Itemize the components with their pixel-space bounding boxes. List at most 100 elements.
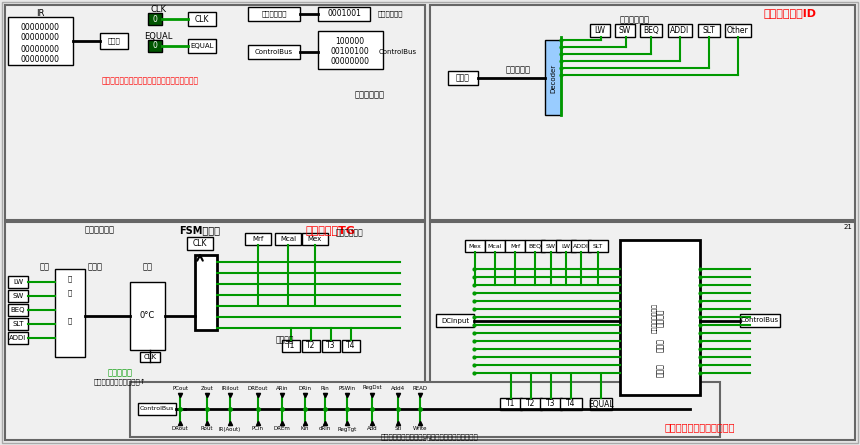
FancyBboxPatch shape bbox=[130, 282, 165, 350]
Text: ControlBus: ControlBus bbox=[255, 49, 293, 55]
Text: Mrf: Mrf bbox=[510, 243, 520, 248]
FancyBboxPatch shape bbox=[302, 233, 328, 245]
FancyBboxPatch shape bbox=[8, 276, 28, 288]
Text: Mcal: Mcal bbox=[280, 236, 296, 242]
Text: 21: 21 bbox=[844, 224, 852, 230]
Text: Mex: Mex bbox=[469, 243, 482, 248]
Text: 如发现控制信号有错可以后续查看具体哪位信号出错: 如发现控制信号有错可以后续查看具体哪位信号出错 bbox=[381, 434, 479, 440]
Text: BEQ: BEQ bbox=[11, 307, 25, 313]
Text: 100000: 100000 bbox=[335, 37, 365, 46]
Text: 硬布线控制器组合逻辑单元: 硬布线控制器组合逻辑单元 bbox=[665, 422, 735, 432]
Text: EQUAL: EQUAL bbox=[190, 43, 214, 49]
Text: Write: Write bbox=[413, 426, 427, 432]
Text: RegDst: RegDst bbox=[362, 385, 382, 391]
Text: Sti: Sti bbox=[395, 426, 402, 432]
FancyBboxPatch shape bbox=[615, 24, 635, 37]
Text: DCInput: DCInput bbox=[441, 317, 469, 324]
Text: 控制器: 控制器 bbox=[655, 338, 665, 352]
FancyBboxPatch shape bbox=[8, 290, 28, 302]
FancyBboxPatch shape bbox=[436, 314, 474, 327]
FancyBboxPatch shape bbox=[318, 7, 370, 21]
Text: Rout: Rout bbox=[200, 426, 213, 432]
FancyBboxPatch shape bbox=[188, 12, 216, 26]
FancyBboxPatch shape bbox=[698, 24, 720, 37]
FancyBboxPatch shape bbox=[590, 24, 610, 37]
Text: EQUAL: EQUAL bbox=[588, 400, 614, 409]
Text: CLK: CLK bbox=[193, 239, 207, 248]
Text: LW: LW bbox=[13, 279, 23, 285]
Text: DREm: DREm bbox=[273, 426, 291, 432]
FancyBboxPatch shape bbox=[525, 240, 545, 252]
Text: Add: Add bbox=[366, 426, 378, 432]
Text: 00000000: 00000000 bbox=[330, 57, 370, 66]
Text: 输入输出引脚: 输入输出引脚 bbox=[355, 90, 385, 100]
Text: 态: 态 bbox=[68, 290, 72, 296]
FancyBboxPatch shape bbox=[275, 233, 301, 245]
Text: 状态节拍信号: 状态节拍信号 bbox=[378, 11, 402, 17]
Text: Add4: Add4 bbox=[391, 385, 405, 391]
FancyBboxPatch shape bbox=[248, 7, 300, 21]
Text: PCin: PCin bbox=[252, 426, 264, 432]
FancyBboxPatch shape bbox=[668, 24, 692, 37]
Text: RegTgt: RegTgt bbox=[337, 426, 357, 432]
FancyBboxPatch shape bbox=[8, 318, 28, 330]
FancyBboxPatch shape bbox=[556, 240, 576, 252]
FancyBboxPatch shape bbox=[8, 17, 73, 65]
Text: DRout: DRout bbox=[172, 426, 188, 432]
Text: 机: 机 bbox=[68, 318, 72, 324]
Text: DRin: DRin bbox=[298, 385, 311, 391]
FancyBboxPatch shape bbox=[55, 269, 85, 357]
Text: 组合逻辑: 组合逻辑 bbox=[655, 309, 665, 327]
Text: EQUAL: EQUAL bbox=[144, 32, 172, 41]
Text: IR(Aout): IR(Aout) bbox=[219, 426, 241, 432]
Text: PCout: PCout bbox=[172, 385, 188, 391]
FancyBboxPatch shape bbox=[571, 240, 591, 252]
FancyBboxPatch shape bbox=[342, 340, 360, 352]
Text: 硬布线: 硬布线 bbox=[655, 363, 665, 377]
Text: 00000000: 00000000 bbox=[21, 23, 59, 32]
FancyBboxPatch shape bbox=[248, 45, 300, 59]
FancyBboxPatch shape bbox=[520, 398, 542, 410]
Text: T1: T1 bbox=[507, 400, 516, 409]
FancyBboxPatch shape bbox=[540, 398, 562, 410]
Text: IRiIout: IRiIout bbox=[221, 385, 239, 391]
Text: Kin: Kin bbox=[301, 426, 310, 432]
FancyBboxPatch shape bbox=[465, 240, 485, 252]
Text: SLT: SLT bbox=[12, 321, 24, 327]
Text: ARin: ARin bbox=[276, 385, 288, 391]
FancyBboxPatch shape bbox=[188, 39, 216, 53]
Text: CLK: CLK bbox=[150, 4, 166, 13]
FancyBboxPatch shape bbox=[140, 352, 160, 362]
FancyBboxPatch shape bbox=[505, 240, 525, 252]
FancyBboxPatch shape bbox=[282, 340, 300, 352]
FancyBboxPatch shape bbox=[322, 340, 340, 352]
Text: 0001001: 0001001 bbox=[327, 9, 361, 19]
Text: 时序发生器TG: 时序发生器TG bbox=[305, 225, 355, 235]
Text: T3: T3 bbox=[326, 341, 335, 351]
FancyBboxPatch shape bbox=[485, 240, 505, 252]
Text: 指令译码逻辑ID: 指令译码逻辑ID bbox=[764, 8, 816, 18]
Text: BEQ: BEQ bbox=[643, 26, 659, 35]
Text: Mex: Mex bbox=[308, 236, 322, 242]
Text: 状态节拍信号: 状态节拍信号 bbox=[336, 228, 364, 238]
Text: T1: T1 bbox=[286, 341, 296, 351]
Text: PSWin: PSWin bbox=[339, 385, 355, 391]
Text: Zout: Zout bbox=[200, 385, 213, 391]
Text: ADDI: ADDI bbox=[9, 335, 27, 341]
Text: 指令译码信号: 指令译码信号 bbox=[620, 16, 650, 24]
FancyBboxPatch shape bbox=[148, 40, 162, 52]
Text: 指令字: 指令字 bbox=[108, 38, 120, 44]
Text: 00000000: 00000000 bbox=[21, 44, 59, 53]
Text: ControlBus: ControlBus bbox=[741, 317, 779, 324]
Text: ADDI: ADDI bbox=[671, 26, 690, 35]
FancyBboxPatch shape bbox=[130, 382, 720, 437]
Text: READ: READ bbox=[413, 385, 427, 391]
Text: LW: LW bbox=[594, 26, 605, 35]
FancyBboxPatch shape bbox=[448, 71, 478, 85]
Text: T2: T2 bbox=[306, 341, 316, 351]
Text: 状态寄存器: 状态寄存器 bbox=[108, 368, 132, 377]
FancyBboxPatch shape bbox=[500, 398, 522, 410]
Text: T4: T4 bbox=[347, 341, 356, 351]
Text: SW: SW bbox=[12, 293, 23, 299]
FancyBboxPatch shape bbox=[148, 13, 162, 25]
